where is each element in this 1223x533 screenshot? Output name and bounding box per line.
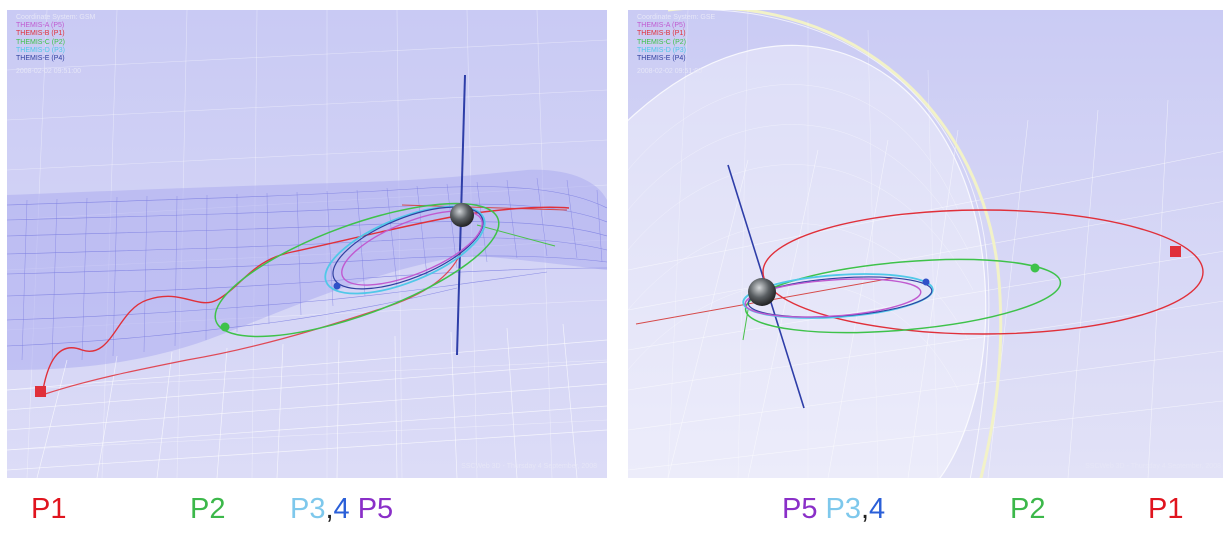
floor-grid xyxy=(7,323,607,478)
y-axis xyxy=(476,224,556,247)
p2-marker xyxy=(220,322,230,332)
left-orbit-scene xyxy=(7,10,607,478)
probe-label-text: P3 xyxy=(825,493,861,525)
probe-label-text: P1 xyxy=(1148,493,1184,525)
probe-label-p2-right: P2 xyxy=(1010,492,1045,526)
right-orbit-view: Coordinate System: GSE THEMIS-A (P5) THE… xyxy=(628,10,1223,478)
footer-credit: SSCWeb 3D - Thursday 4 September, 2008 xyxy=(461,463,597,470)
footer-credit: SSCWeb 3D - Thursday 4 September, 2008 xyxy=(1085,463,1221,470)
coordinate-system-label: Coordinate System: GSM xyxy=(16,14,96,21)
probe-label-text: 4 xyxy=(333,493,350,525)
p4-orbit xyxy=(332,206,484,290)
probe-label-text: , xyxy=(860,493,870,525)
p3-p4-marker xyxy=(922,278,930,286)
legend-item: THEMIS-E (P4) xyxy=(16,55,65,63)
timestamp: 2008-02-02 09:51:00 xyxy=(637,68,702,76)
floor-grid xyxy=(628,99,1223,478)
legend-item: THEMIS-E (P4) xyxy=(637,55,686,63)
p1-orbit xyxy=(762,209,1204,335)
probe-label-text: P3 xyxy=(290,493,326,525)
coordinate-system-label: Coordinate System: GSE xyxy=(637,14,716,21)
magnetosphere-shells xyxy=(628,10,1003,478)
probe-label-text: P5 xyxy=(357,493,394,525)
probe-label-text: , xyxy=(325,493,334,525)
legend-item: THEMIS-C (P2) xyxy=(637,38,686,46)
probe-label-p1-left: P1 xyxy=(31,492,66,526)
p5-orbit xyxy=(341,210,483,286)
legend-item: THEMIS-A (P5) xyxy=(16,22,65,30)
right-orbit-scene xyxy=(628,10,1223,478)
left-legend: Coordinate System: GSM THEMIS-A (P5) THE… xyxy=(16,14,95,76)
probe-label-text: 4 xyxy=(869,493,886,525)
probe-label-p2-left: P2 xyxy=(190,492,225,526)
left-orbit-view: Coordinate System: GSM THEMIS-A (P5) THE… xyxy=(7,10,607,478)
p1-marker xyxy=(35,386,46,397)
p3-orbit xyxy=(324,205,486,295)
p2-orbit xyxy=(744,258,1062,334)
p1-marker xyxy=(1170,246,1181,257)
probe-label-p5-p34-right: P5 P3,4 xyxy=(782,492,885,526)
earth xyxy=(450,203,474,227)
probe-label-p1-right: P1 xyxy=(1148,492,1183,526)
p2-orbit xyxy=(214,202,500,338)
p3-orbit xyxy=(742,273,934,319)
p3-p4-marker xyxy=(333,282,341,290)
probe-label-p34-p5-left: P3,4 P5 xyxy=(290,492,393,526)
right-legend: Coordinate System: GSE THEMIS-A (P5) THE… xyxy=(637,14,715,76)
timestamp: 2008-02-02 09:51:00 xyxy=(16,68,81,76)
earth xyxy=(748,278,776,306)
legend-item: THEMIS-D (P3) xyxy=(637,46,686,54)
legend-item: THEMIS-A (P5) xyxy=(637,22,686,30)
legend-item: THEMIS-B (P1) xyxy=(637,30,686,38)
legend-item: THEMIS-B (P1) xyxy=(16,30,65,38)
legend-item: THEMIS-D (P3) xyxy=(16,46,65,54)
probe-label-text: P5 xyxy=(782,493,818,525)
probe-label-text: P1 xyxy=(31,493,67,525)
p2-marker xyxy=(1030,263,1040,273)
probe-label-text: P2 xyxy=(190,493,226,525)
probe-label-text: P2 xyxy=(1010,493,1046,525)
legend-item: THEMIS-C (P2) xyxy=(16,38,65,46)
p5-orbit xyxy=(744,278,922,318)
